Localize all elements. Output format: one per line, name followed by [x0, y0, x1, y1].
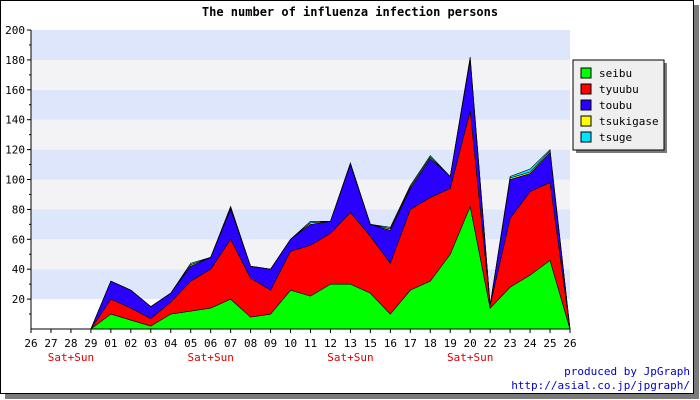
footer-url[interactable]: http://asial.co.jp/jpgraph/ [511, 379, 690, 392]
grid-band [31, 149, 570, 180]
x-tick-label: 05 [184, 337, 197, 350]
x-tick-label: 18 [424, 337, 437, 350]
x-tick-label: 10 [284, 337, 297, 350]
legend-label-tsuge: tsuge [599, 131, 632, 144]
x-tick-label: 11 [304, 337, 317, 350]
weekend-label: Sat+Sun [447, 351, 493, 364]
x-tick-label: 26 [24, 337, 37, 350]
x-tick-label: 17 [404, 337, 417, 350]
grid-band [31, 89, 570, 120]
x-tick-label: 06 [204, 337, 217, 350]
footer-produced-by[interactable]: produced by JpGraph [564, 365, 690, 378]
legend-swatch-tsukigase [580, 115, 592, 127]
x-tick-label: 01 [104, 337, 117, 350]
legend-label-tsukigase: tsukigase [599, 115, 659, 128]
x-tick-label: 16 [384, 337, 397, 350]
y-tick-label: 160 [5, 84, 25, 97]
weekend-label: Sat+Sun [48, 351, 94, 364]
weekend-labels: Sat+Sun Sat+Sun Sat+Sun Sat+Sun [48, 351, 494, 364]
x-tick-label: 04 [164, 337, 178, 350]
x-tick-label: 15 [364, 337, 377, 350]
x-tick-label: 12 [324, 337, 337, 350]
x-tick-label: 07 [224, 337, 237, 350]
legend-swatch-toubu [580, 99, 592, 111]
y-tick-label: 60 [12, 233, 25, 246]
weekend-label: Sat+Sun [327, 351, 373, 364]
legend-label-seibu: seibu [599, 67, 632, 80]
y-tick-label: 120 [5, 144, 25, 157]
legend-swatch-seibu [580, 67, 592, 79]
x-tick-label: 25 [543, 337, 556, 350]
y-tick-label: 100 [5, 174, 25, 187]
y-tick-label: 200 [5, 24, 25, 37]
x-tick-label: 13 [344, 337, 357, 350]
x-tick-label: 26 [563, 337, 576, 350]
x-tick-label: 28 [64, 337, 77, 350]
x-tick-label: 22 [484, 337, 497, 350]
chart-title: The number of influenza infection person… [202, 5, 498, 19]
weekend-label: Sat+Sun [187, 351, 233, 364]
x-tick-label: 09 [264, 337, 277, 350]
y-tick-label: 140 [5, 114, 25, 127]
x-tick-label: 03 [144, 337, 157, 350]
x-tick-label: 08 [244, 337, 257, 350]
y-tick-label: 80 [12, 203, 25, 216]
x-axis-ticks: 26 27 28 29 01 02 03 04 05 06 07 08 09 10 11 12 13 15 16 17… [24, 329, 577, 350]
x-tick-label: 19 [444, 337, 457, 350]
x-tick-label: 27 [44, 337, 57, 350]
legend-label-toubu: toubu [599, 99, 632, 112]
grid-band [31, 119, 570, 150]
x-tick-label: 23 [503, 337, 516, 350]
x-tick-label: 29 [84, 337, 97, 350]
y-tick-label: 20 [12, 293, 25, 306]
legend-swatch-tyuubu [580, 83, 592, 95]
y-tick-label: 40 [12, 263, 25, 276]
y-axis-ticks: 20 40 60 80 100 120 140 160 180 200 [5, 24, 31, 315]
legend-swatch-tsuge [580, 131, 592, 143]
grid-band [31, 179, 570, 210]
grid-band [31, 59, 570, 90]
x-tick-label: 02 [124, 337, 137, 350]
grid-band [31, 30, 570, 60]
legend: seibu tyuubu toubu tsukigase tsuge [572, 59, 667, 153]
y-tick-label: 180 [5, 54, 25, 67]
x-tick-label: 20 [464, 337, 477, 350]
legend-label-tyuubu: tyuubu [599, 83, 639, 96]
x-tick-label: 24 [523, 337, 537, 350]
